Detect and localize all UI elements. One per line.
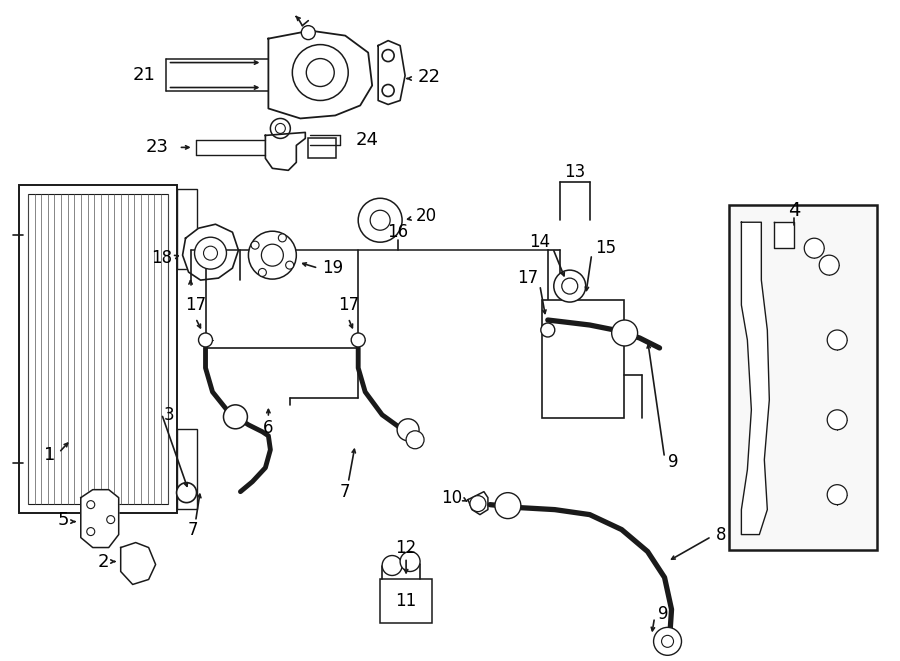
Text: 7: 7 (187, 521, 198, 539)
Circle shape (194, 237, 227, 269)
Polygon shape (742, 222, 769, 535)
Circle shape (285, 261, 293, 269)
Text: 8: 8 (716, 525, 726, 543)
Circle shape (382, 555, 402, 576)
Circle shape (827, 485, 847, 504)
Circle shape (223, 405, 248, 429)
Bar (176, 429, 196, 508)
Bar (28, 194, 167, 504)
Bar (542, 300, 624, 418)
Circle shape (562, 278, 578, 294)
Text: 17: 17 (338, 296, 359, 314)
Circle shape (302, 26, 315, 40)
Bar (729, 206, 878, 549)
Polygon shape (81, 490, 119, 547)
Bar (309, 138, 337, 159)
Circle shape (258, 268, 266, 276)
Text: 16: 16 (388, 223, 409, 241)
Text: 19: 19 (322, 259, 344, 277)
Circle shape (612, 320, 637, 346)
Circle shape (541, 323, 554, 337)
Circle shape (653, 627, 681, 655)
Circle shape (397, 419, 419, 441)
Text: 7: 7 (340, 483, 350, 500)
Circle shape (662, 635, 673, 647)
Polygon shape (468, 492, 488, 515)
Circle shape (470, 496, 486, 512)
Circle shape (261, 244, 284, 266)
Circle shape (805, 238, 824, 258)
Circle shape (495, 492, 521, 519)
Text: 9: 9 (658, 605, 668, 623)
Text: 1: 1 (44, 446, 56, 464)
Circle shape (251, 241, 259, 249)
Text: 3: 3 (164, 406, 175, 424)
Circle shape (406, 431, 424, 449)
Text: 20: 20 (416, 208, 437, 225)
Circle shape (278, 234, 286, 242)
Text: 15: 15 (595, 239, 616, 257)
Text: 14: 14 (528, 233, 550, 251)
Text: 4: 4 (788, 201, 800, 219)
Circle shape (819, 255, 839, 275)
Text: 17: 17 (517, 269, 538, 287)
Circle shape (275, 124, 285, 134)
Circle shape (86, 500, 94, 508)
Circle shape (203, 246, 218, 260)
Circle shape (270, 118, 291, 138)
Polygon shape (121, 543, 156, 584)
Bar (176, 189, 196, 269)
Circle shape (827, 410, 847, 430)
Text: 13: 13 (564, 163, 585, 181)
Circle shape (292, 44, 348, 100)
Circle shape (370, 210, 390, 230)
Text: 23: 23 (146, 138, 168, 157)
Circle shape (107, 516, 114, 524)
Text: 18: 18 (151, 249, 173, 267)
Text: 9: 9 (668, 453, 678, 471)
Circle shape (199, 333, 212, 347)
Circle shape (351, 333, 365, 347)
Polygon shape (774, 222, 795, 248)
Bar (380, 580, 432, 623)
Text: 5: 5 (58, 510, 68, 529)
Circle shape (827, 330, 847, 350)
Text: 24: 24 (356, 132, 378, 149)
Text: 6: 6 (263, 419, 274, 437)
Text: 2: 2 (97, 553, 109, 570)
Circle shape (382, 50, 394, 61)
Bar (19, 185, 176, 513)
Circle shape (358, 198, 402, 242)
Circle shape (382, 85, 394, 97)
Polygon shape (183, 224, 238, 280)
Circle shape (86, 527, 94, 535)
Text: 10: 10 (441, 488, 462, 506)
Polygon shape (378, 40, 405, 104)
Circle shape (248, 231, 296, 279)
Polygon shape (268, 30, 373, 118)
Text: 17: 17 (185, 296, 206, 314)
Text: 21: 21 (132, 65, 156, 83)
Text: 12: 12 (395, 539, 417, 557)
Circle shape (554, 270, 586, 302)
Polygon shape (266, 132, 305, 171)
Circle shape (176, 483, 196, 502)
Text: 22: 22 (418, 67, 441, 85)
Circle shape (306, 59, 334, 87)
Text: 11: 11 (395, 592, 417, 610)
Circle shape (400, 551, 420, 572)
